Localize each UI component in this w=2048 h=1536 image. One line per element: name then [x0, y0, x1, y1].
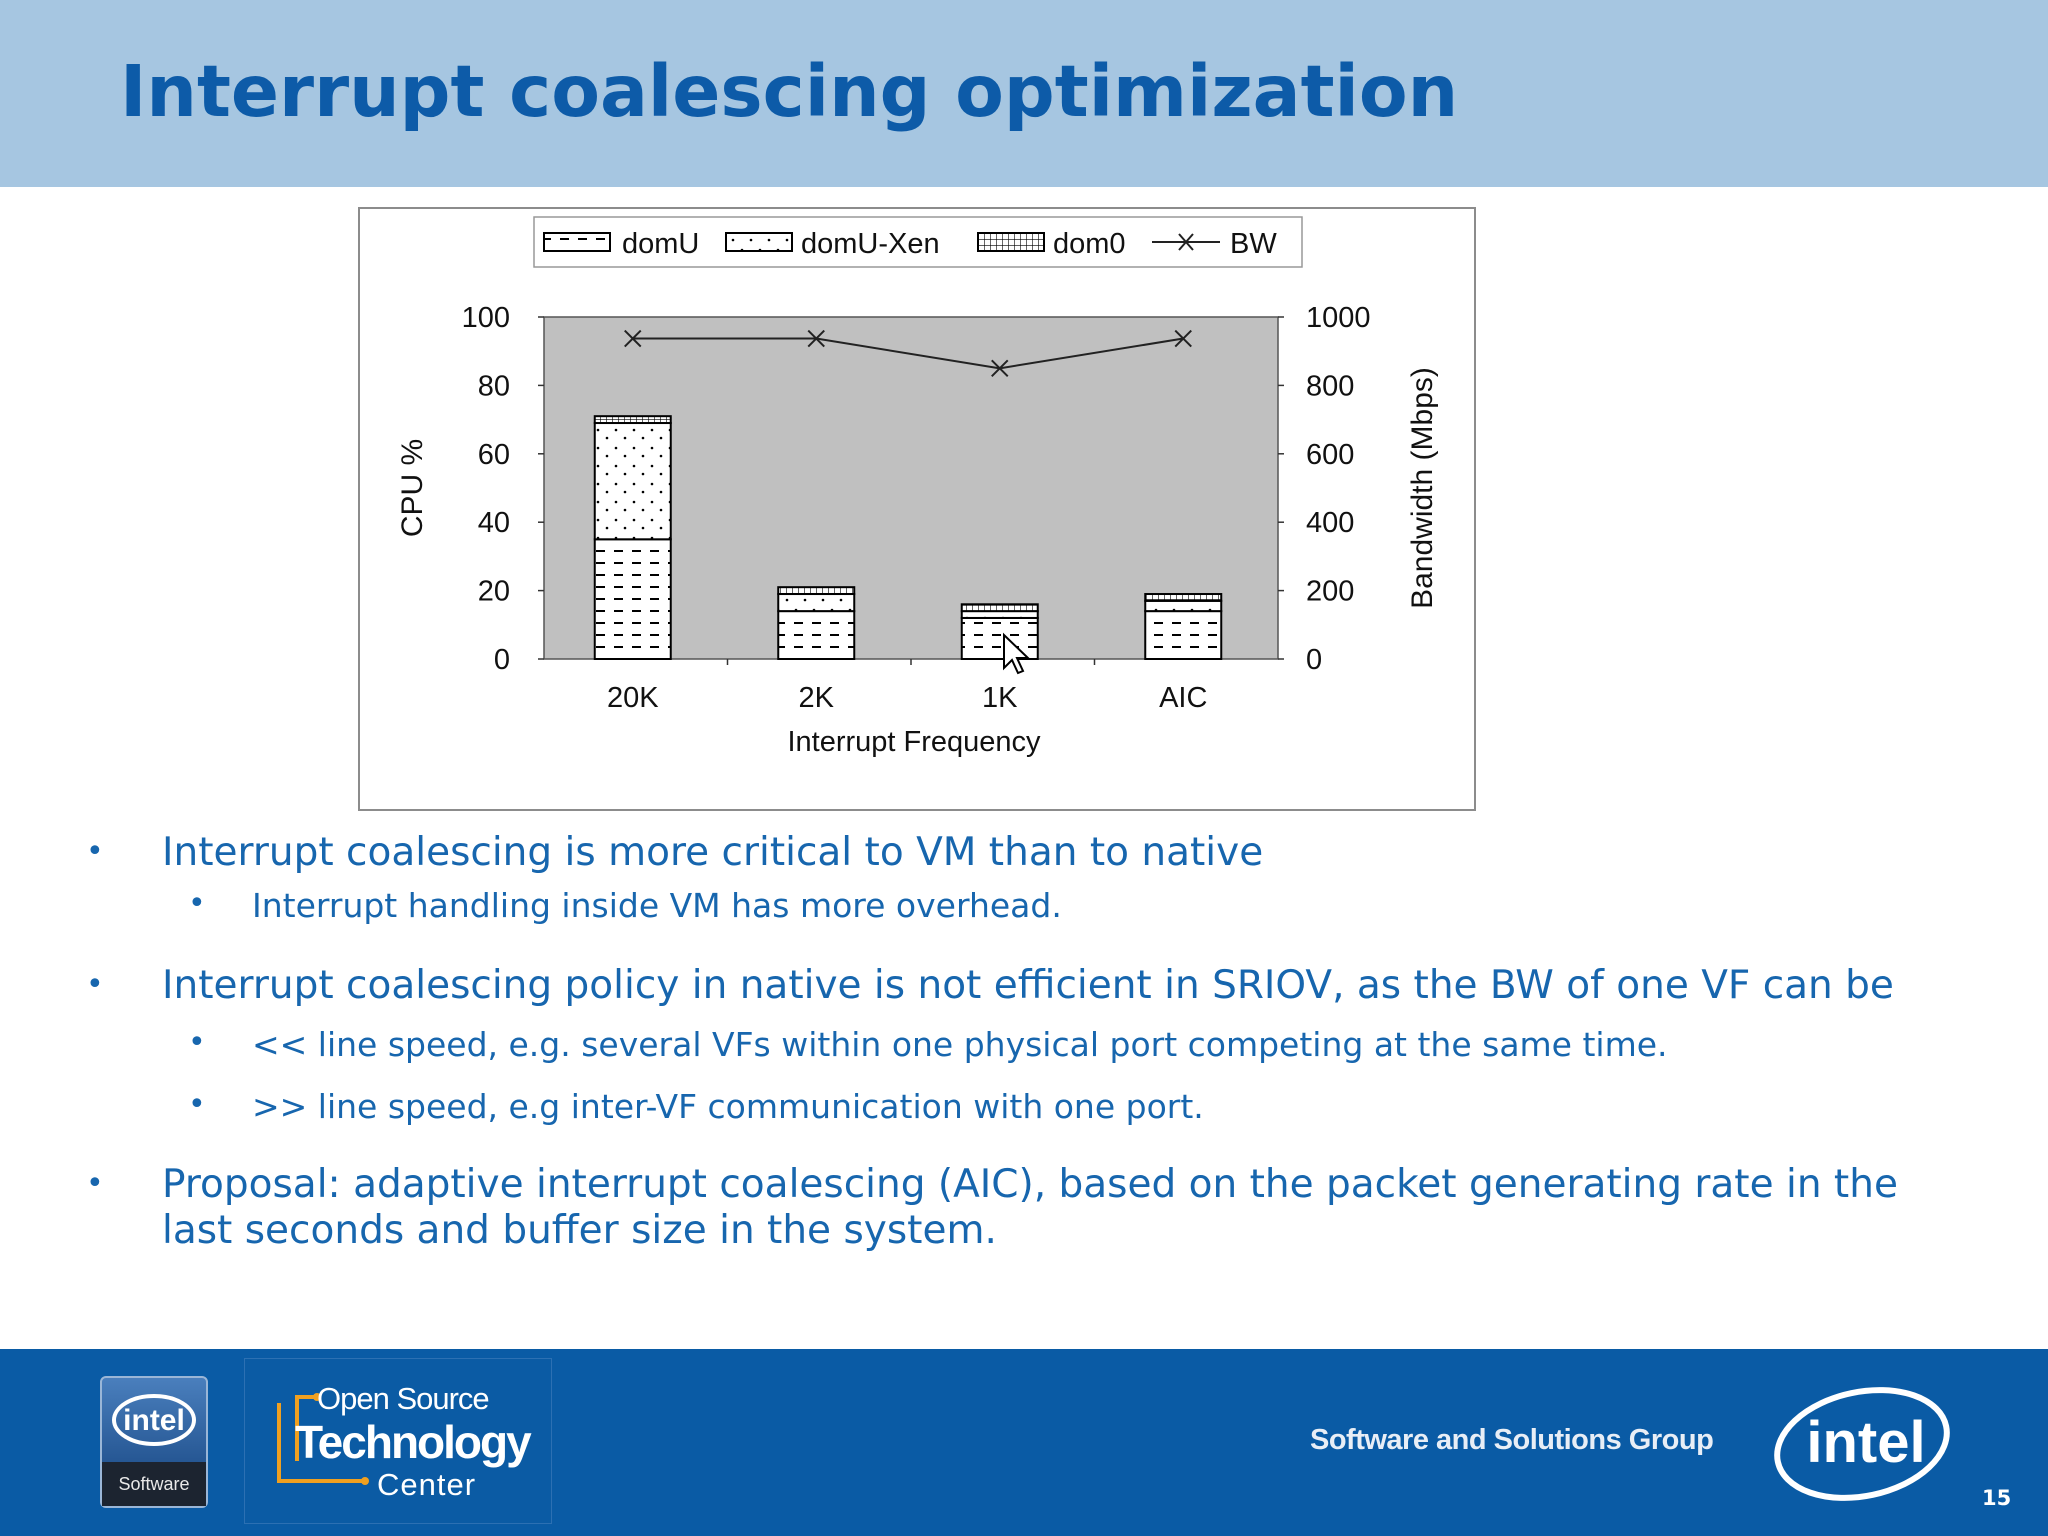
- legend-swatch: [977, 232, 1045, 252]
- bar-segment-domu: [1144, 610, 1223, 660]
- bar-segment-domu-xen: [1144, 599, 1223, 613]
- y2-tick-label: 600: [1306, 439, 1354, 471]
- y2-tick-label: 800: [1306, 370, 1354, 402]
- chart-figure: domU domU-Xen dom0 BW 0 20 40 60 80 100 CPU % 0 20…: [358, 207, 1476, 811]
- x-tick-label: 2K: [799, 682, 835, 714]
- legend-swatch: [543, 232, 611, 252]
- bullet-dot-icon: •: [188, 1025, 206, 1060]
- legend-label: BW: [1230, 228, 1277, 260]
- sub-bullet-item: Interrupt handling inside VM has more ov…: [252, 886, 1062, 925]
- bw-marker: [624, 329, 642, 348]
- y2-tick-label: 1000: [1306, 302, 1371, 334]
- x-tick-label: AIC: [1159, 682, 1207, 714]
- legend-label: domU: [622, 228, 699, 260]
- open-source-technology-center-logo: Open Source Technology Center: [244, 1358, 552, 1524]
- software-label: Software: [102, 1462, 206, 1506]
- chart-legend: domU domU-Xen dom0 BW: [533, 216, 1303, 268]
- group-name: Software and Solutions Group: [1310, 1424, 1714, 1456]
- bullet-item: Proposal: adaptive interrupt coalescing …: [162, 1162, 1898, 1207]
- legend-marker: [1178, 233, 1194, 251]
- y-tick-label: 0: [494, 644, 510, 676]
- x-axis-title: Interrupt Frequency: [787, 726, 1041, 758]
- y2-tick-label: 200: [1306, 576, 1354, 608]
- svg-text:intel: intel: [1806, 1410, 1925, 1475]
- bar-segment-dom0: [960, 603, 1039, 613]
- bw-marker: [1174, 329, 1192, 348]
- svg-text:intel: intel: [123, 1404, 185, 1437]
- intel-software-badge: intel Software: [100, 1376, 208, 1508]
- y2-tick-label: 400: [1306, 507, 1354, 539]
- bw-line: [624, 329, 1192, 378]
- mouse-cursor-icon: [1003, 632, 1031, 675]
- y2-tick-label: 0: [1306, 644, 1322, 676]
- bw-marker: [807, 329, 825, 348]
- bullet-item: last seconds and buffer size in the syst…: [162, 1208, 997, 1253]
- page-number: 15: [1982, 1486, 2012, 1510]
- x-tick-label: 1K: [982, 682, 1018, 714]
- sub-bullet-item: >> line speed, e.g inter-VF communicatio…: [252, 1087, 1204, 1126]
- title-bar: Interrupt coalescing optimization: [0, 0, 2048, 187]
- bullet-dot-icon: •: [188, 1087, 206, 1122]
- ost-line-3: Center: [377, 1467, 477, 1502]
- bullet-dot-icon: •: [86, 1166, 104, 1201]
- bars: [593, 415, 1223, 660]
- y-axis-left: 0 20 40 60 80 100 CPU %: [396, 302, 544, 676]
- bar-segment-domu-xen: [960, 610, 1039, 619]
- cpu-bandwidth-chart: domU domU-Xen dom0 BW 0 20 40 60 80 100 CPU % 0 20…: [396, 216, 1439, 758]
- sub-bullet-item: << line speed, e.g. several VFs within o…: [252, 1025, 1668, 1064]
- legend-label: domU-Xen: [801, 228, 940, 260]
- y-axis-right: 0 200 400 600 800 1000 Bandwidth (Mbps): [1278, 302, 1439, 676]
- y-tick-label: 60: [478, 439, 510, 471]
- bw-series-line: [632, 337, 1184, 370]
- bar-segment-dom0: [593, 415, 672, 425]
- bullet-item: Interrupt coalescing is more critical to…: [162, 830, 1264, 875]
- bracket-icon: [277, 1393, 369, 1485]
- bar-segment-domu: [593, 538, 672, 660]
- bullet-dot-icon: •: [86, 834, 104, 869]
- bullet-item: Interrupt coalescing policy in native is…: [162, 963, 1894, 1008]
- intel-logo-icon: intel: [1774, 1387, 1950, 1501]
- bar-segment-domu-xen: [593, 422, 672, 541]
- bar-segment-domu: [960, 616, 1039, 660]
- bullet-dot-icon: •: [86, 967, 104, 1002]
- intel-badge-logo-icon: intel: [102, 1378, 206, 1462]
- y2-axis-title: Bandwidth (Mbps): [1406, 367, 1439, 609]
- bar-segment-domu: [777, 610, 856, 660]
- bw-marker: [991, 359, 1009, 378]
- ost-line-2: Technology: [295, 1416, 532, 1468]
- bar-segment-dom0: [1144, 593, 1223, 602]
- x-axis: 20K 2K 1K AIC Interrupt Frequency: [607, 659, 1207, 758]
- legend-swatch: [725, 232, 793, 252]
- ost-line-1: Open Source: [317, 1381, 490, 1416]
- y-axis-title: CPU %: [396, 439, 429, 537]
- y-tick-label: 20: [478, 576, 510, 608]
- y-tick-label: 100: [462, 302, 510, 334]
- legend-label: dom0: [1053, 228, 1126, 260]
- slide-title: Interrupt coalescing optimization: [120, 50, 1459, 133]
- y-tick-label: 40: [478, 507, 510, 539]
- bullet-dot-icon: •: [188, 886, 206, 921]
- y-tick-label: 80: [478, 370, 510, 402]
- bar-segment-dom0: [777, 586, 856, 596]
- bar-segment-domu-xen: [777, 593, 856, 613]
- x-tick-label: 20K: [607, 682, 659, 714]
